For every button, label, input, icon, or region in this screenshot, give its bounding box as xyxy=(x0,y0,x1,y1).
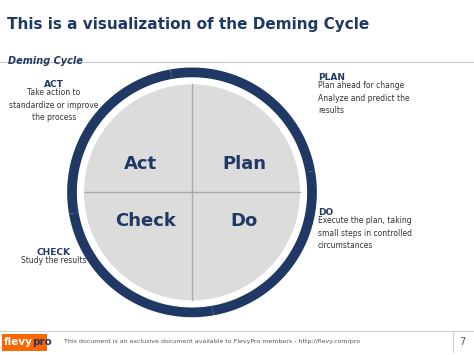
Text: This document is an exclusive document available to FlevyPro members - http://fl: This document is an exclusive document a… xyxy=(64,339,360,344)
Text: Study the results: Study the results xyxy=(21,256,87,266)
Text: Take action to
standardize or improve
the process: Take action to standardize or improve th… xyxy=(9,88,99,122)
Text: Execute the plan, taking
small steps in controlled
circumstances: Execute the plan, taking small steps in … xyxy=(318,217,412,250)
Text: ACT: ACT xyxy=(44,80,64,89)
Text: CHECK: CHECK xyxy=(37,248,71,257)
FancyBboxPatch shape xyxy=(2,334,47,351)
Text: pro: pro xyxy=(32,337,52,347)
Circle shape xyxy=(84,84,300,300)
Text: Act: Act xyxy=(123,155,156,173)
Text: This is a visualization of the Deming Cycle: This is a visualization of the Deming Cy… xyxy=(7,17,369,32)
Text: PLAN: PLAN xyxy=(318,73,345,82)
Text: Do: Do xyxy=(230,212,258,230)
Text: Check: Check xyxy=(115,212,176,230)
Text: DO: DO xyxy=(318,208,333,217)
Text: 7: 7 xyxy=(459,337,465,347)
Text: Plan: Plan xyxy=(222,155,266,173)
Text: Plan ahead for change
Analyze and predict the
results: Plan ahead for change Analyze and predic… xyxy=(318,81,410,115)
Text: flevy: flevy xyxy=(4,337,33,347)
Text: Deming Cycle: Deming Cycle xyxy=(8,56,83,66)
